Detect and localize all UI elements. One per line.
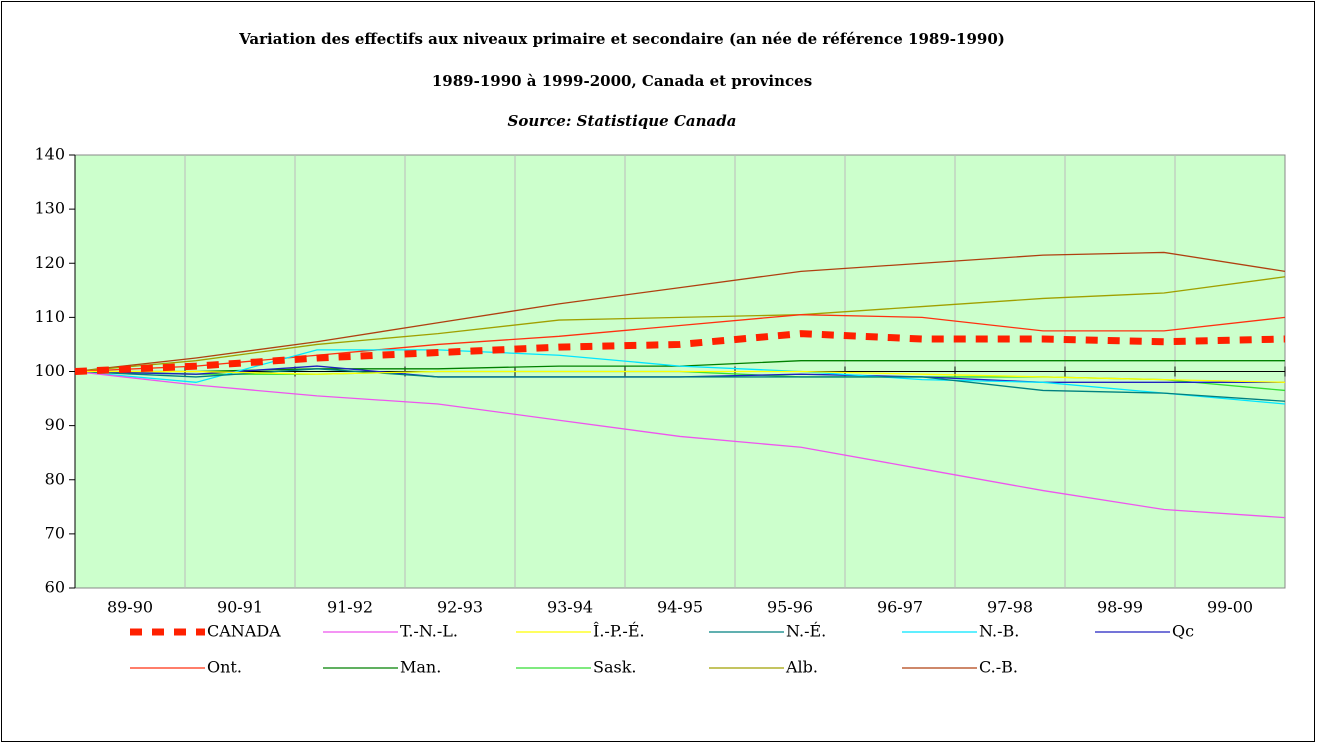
- series-line: [74, 251, 1286, 373]
- series-line: [74, 276, 1286, 373]
- x-tick-label: 92-93: [437, 598, 483, 617]
- y-tick-label: 90: [45, 415, 65, 434]
- x-tick-label: 89-90: [107, 598, 153, 617]
- y-tick-label: 60: [45, 578, 65, 597]
- legend-label: Î.-P.-É.: [593, 621, 645, 641]
- legend-label: N.-É.: [786, 621, 826, 641]
- series-line: [75, 370, 1286, 383]
- x-tick-label: 91-92: [327, 598, 373, 617]
- x-tick-label: 98-99: [1097, 598, 1143, 617]
- series-line: [74, 368, 1286, 402]
- chart-title: Variation des effectifs aux niveaux prim…: [238, 30, 1005, 48]
- y-tick-label: 100: [34, 361, 65, 380]
- legend-label: Alb.: [785, 658, 818, 677]
- x-tick-label: 94-95: [657, 598, 703, 617]
- legend-label: T.-N.-L.: [400, 622, 458, 641]
- y-tick-label: 140: [34, 145, 65, 164]
- x-tick-label: 96-97: [877, 598, 923, 617]
- x-tick-label: 99-00: [1207, 598, 1253, 617]
- x-tick-label: 97-98: [987, 598, 1033, 617]
- legend-label: N.-B.: [979, 622, 1019, 641]
- legend-label: CANADA: [207, 622, 281, 641]
- x-tick-label: 95-96: [767, 598, 813, 617]
- x-tick-label: 93-94: [547, 598, 593, 617]
- y-tick-label: 70: [45, 523, 65, 542]
- legend-label: Qc: [1172, 622, 1194, 641]
- x-tick-label: 90-91: [217, 598, 263, 617]
- chart-source: Source: Statistique Canada: [508, 112, 737, 130]
- series-line: [74, 370, 1286, 519]
- y-tick-label: 120: [34, 253, 65, 272]
- y-tick-label: 130: [34, 199, 65, 218]
- y-tick-label: 110: [34, 307, 65, 326]
- legend-label: Man.: [400, 658, 441, 677]
- legend-label: C.-B.: [979, 658, 1018, 677]
- legend-label: Sask.: [593, 658, 637, 677]
- series-line: [74, 330, 1286, 375]
- chart-subtitle: 1989-1990 à 1999-2000, Canada et provinc…: [432, 72, 812, 90]
- legend-label: Ont.: [207, 658, 242, 677]
- y-tick-label: 80: [45, 469, 65, 488]
